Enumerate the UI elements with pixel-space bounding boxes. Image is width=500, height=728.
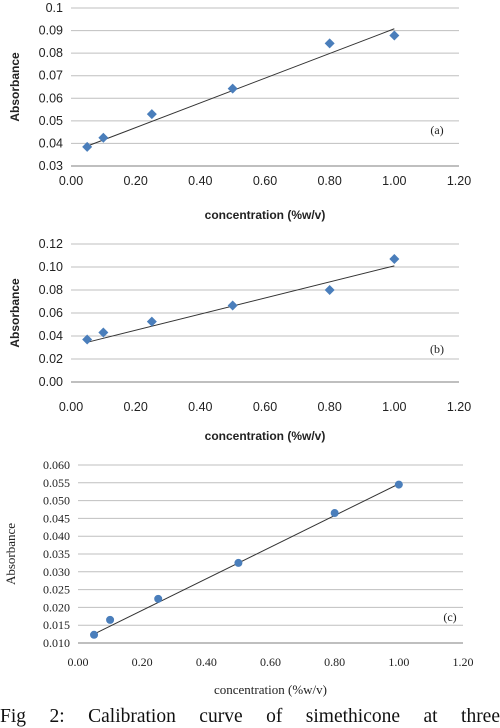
panel-label: (c): [443, 610, 456, 624]
y-axis-title: Absorbance: [8, 278, 22, 348]
y-tick-label: 0.020: [43, 600, 70, 614]
trendline: [86, 28, 395, 147]
y-tick-label: 0.06: [39, 306, 63, 320]
x-tick-label: 1.20: [447, 174, 471, 188]
y-tick-label: 0.010: [43, 636, 70, 650]
y-tick-label: 0.055: [43, 476, 70, 490]
x-tick-label: 0.20: [132, 655, 153, 669]
panel-label: (a): [430, 123, 443, 137]
y-tick-label: 0.08: [39, 283, 63, 297]
data-point: [98, 327, 109, 338]
chart-panel-2: 0.00 0.02 0.04 0.06 0.08 0.10 0.12 0.00 0.20 0.40…: [8, 237, 471, 443]
x-tick-label: 0.00: [68, 655, 89, 669]
y-axis-title: Absorbance: [3, 523, 18, 585]
data-point: [154, 594, 163, 603]
data-point: [146, 109, 157, 120]
x-tick-label: 1.00: [382, 174, 406, 188]
data-point: [389, 30, 400, 41]
y-tick-label: 0.12: [39, 237, 63, 251]
x-tick-label: 0.60: [253, 400, 277, 414]
x-axis-title: concentration (%w/v): [205, 429, 326, 443]
chart-panel-3: 0.010 0.015 0.020 0.025 0.030 0.035 0.040 0.045…: [3, 458, 474, 697]
x-tick-label: 0.60: [260, 655, 281, 669]
y-tick-label: 0.07: [39, 69, 63, 83]
data-point: [82, 334, 93, 345]
x-tick-label: 0.40: [188, 400, 212, 414]
panel-label: (b): [430, 342, 444, 356]
x-axis-title: concentration (%w/v): [214, 682, 327, 697]
y-tick-label: 0.08: [39, 46, 63, 60]
data-point: [389, 253, 400, 264]
y-tick-label: 0.10: [39, 260, 63, 274]
x-tick-label: 0.80: [317, 174, 341, 188]
x-tick-label: 1.20: [447, 400, 471, 414]
data-point: [227, 300, 238, 311]
data-point: [146, 316, 157, 327]
y-tick-label: 0.09: [39, 24, 63, 38]
y-tick-label: 0.040: [43, 529, 70, 543]
trendline: [87, 265, 395, 343]
x-tick-label: 0.80: [317, 400, 341, 414]
y-tick-label: 0.045: [43, 511, 70, 525]
trendline: [93, 483, 400, 635]
y-tick-label: 0.035: [43, 547, 70, 561]
y-tick-label: 0.06: [39, 91, 63, 105]
y-tick-label: 0.04: [39, 329, 63, 343]
x-tick-label: 0.40: [188, 174, 212, 188]
chart-panel-1: 0.03 0.04 0.05 0.06 0.07 0.08 0.09 0.1 0.00 0.20 0…: [8, 1, 471, 222]
y-tick-label: 0.025: [43, 583, 70, 597]
y-tick-label: 0.060: [43, 458, 70, 472]
y-tick-label: 0.050: [43, 494, 70, 508]
data-point: [227, 83, 238, 94]
x-tick-label: 0.60: [253, 174, 277, 188]
y-axis-title: Absorbance: [8, 52, 22, 122]
y-tick-label: 0.00: [39, 375, 63, 389]
data-point: [324, 285, 335, 295]
x-axis-title: concentration (%w/v): [205, 208, 326, 222]
y-tick-label: 0.1: [46, 1, 63, 15]
data-point: [82, 141, 93, 152]
data-point: [90, 630, 99, 639]
data-point: [98, 132, 109, 143]
y-tick-label: 0.02: [39, 352, 63, 366]
x-tick-label: 0.20: [123, 400, 147, 414]
figure-caption: Fig 2: Calibration curve of simethicone …: [0, 706, 500, 727]
y-tick-label: 0.030: [43, 565, 70, 579]
y-tick-label: 0.03: [39, 159, 63, 173]
data-point: [324, 38, 335, 49]
x-tick-label: 1.20: [453, 655, 474, 669]
data-point: [234, 558, 243, 567]
y-tick-label: 0.05: [39, 114, 63, 128]
x-tick-label: 1.00: [388, 655, 409, 669]
data-point: [394, 480, 403, 489]
data-point: [106, 615, 115, 624]
x-tick-label: 0.40: [196, 655, 217, 669]
x-tick-label: 0.20: [123, 174, 147, 188]
x-tick-label: 1.00: [382, 400, 406, 414]
data-point: [330, 509, 339, 518]
x-tick-label: 0.00: [59, 400, 83, 414]
y-tick-label: 0.015: [43, 618, 70, 632]
y-tick-label: 0.04: [39, 136, 63, 150]
x-tick-label: 0.00: [59, 174, 83, 188]
x-tick-label: 0.80: [324, 655, 345, 669]
